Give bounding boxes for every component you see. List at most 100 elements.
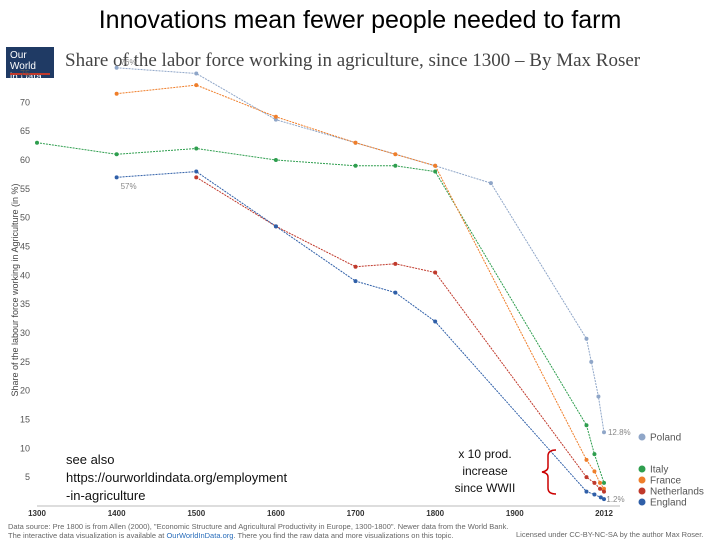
data-point-england: [598, 495, 603, 500]
data-point-poland: [194, 71, 199, 76]
data-point-italy: [353, 163, 358, 168]
y-tick-label: 15: [20, 415, 30, 425]
data-point-england: [353, 279, 358, 284]
data-label: 57%: [121, 182, 137, 191]
data-point-netherlands: [194, 175, 199, 180]
data-point-england: [393, 290, 398, 295]
data-point-netherlands: [602, 489, 606, 494]
note-link-line-2[interactable]: https://ourworldindata.org/employment: [66, 470, 288, 485]
data-point-italy: [393, 163, 398, 168]
series-line-france: [116, 84, 605, 489]
data-point-england: [194, 169, 199, 174]
footer-license: Licensed under CC-BY-NC-SA by the author…: [516, 530, 703, 539]
y-tick-label: 25: [20, 357, 30, 367]
data-point-poland: [589, 359, 594, 364]
data-point-italy: [433, 169, 438, 174]
data-point-italy: [592, 452, 597, 457]
data-point-netherlands: [598, 486, 603, 491]
x-tick-label: 1300: [28, 509, 46, 518]
legend-marker-netherlands: [638, 487, 646, 495]
data-point-poland: [488, 181, 493, 186]
logo-underline: [10, 73, 50, 75]
our-world-in-data-logo: Our World in Data: [6, 47, 54, 83]
data-label: 76%: [121, 58, 137, 67]
footer-owid-link[interactable]: OurWorldInData.org: [166, 531, 234, 540]
data-point-italy: [35, 140, 39, 145]
data-point-netherlands: [393, 261, 398, 266]
annotation-bracket: [541, 449, 557, 495]
x-tick-label: 1600: [267, 509, 285, 518]
productivity-annotation: x 10 prod. increase since WWII: [440, 446, 530, 497]
data-point-poland: [602, 430, 606, 435]
footer-license-link[interactable]: CC-BY-NC-SA: [569, 530, 618, 539]
series-line-poland: [116, 67, 605, 433]
data-point-england: [114, 175, 119, 180]
series-line-italy: [36, 142, 605, 484]
data-point-england: [592, 492, 597, 497]
x-axis-ticks: 1300 1400 1500 1600 1700 1800 1900 2012: [28, 509, 613, 518]
x-tick-label: 1500: [187, 509, 205, 518]
data-label: 1.2%: [606, 495, 624, 504]
series-line-england: [116, 171, 605, 500]
y-tick-label: 55: [20, 184, 30, 194]
y-tick-label: 75: [20, 69, 30, 79]
legend-marker-england: [638, 498, 646, 506]
y-tick-label: 70: [20, 97, 30, 107]
data-point-poland: [114, 65, 119, 70]
x-tick-label: 2012: [595, 509, 613, 518]
y-tick-label: 50: [20, 213, 30, 223]
see-also-note: see also https://ourworldindata.org/empl…: [66, 451, 287, 505]
chart-title: Share of the labor force working in agri…: [65, 50, 641, 71]
chart-footer: Data source: Pre 1800 is from Allen (200…: [8, 522, 508, 540]
footer-source: Data source: Pre 1800 is from Allen (200…: [8, 522, 509, 531]
legend-label-france: France: [650, 476, 682, 487]
data-labels-layer: 76% 57% 12.8% 1.2%: [121, 58, 631, 504]
data-point-england: [602, 497, 606, 502]
data-point-england: [433, 319, 438, 324]
y-tick-label: 60: [20, 155, 30, 165]
footer-interactive-suffix: . There you find the raw data and more v…: [233, 531, 454, 540]
series-line-netherlands: [196, 176, 605, 493]
data-point-france: [602, 486, 606, 491]
annotation-line-2: increase: [462, 464, 508, 478]
data-point-netherlands: [592, 480, 597, 485]
legend-marker-poland: [638, 433, 646, 441]
y-axis-ticks: 5 10 15 20 25 30 35 40 45 50 55 60 65 70 75: [20, 69, 30, 483]
note-line-1: see also: [66, 452, 115, 467]
y-tick-label: 35: [20, 299, 30, 309]
data-point-france: [393, 152, 398, 157]
data-point-france: [584, 457, 589, 462]
slide-title: Innovations mean fewer people needed to …: [98, 6, 622, 34]
data-point-france: [273, 114, 278, 119]
y-tick-label: 45: [20, 242, 30, 252]
annotation-line-3: since WWII: [454, 481, 516, 495]
y-tick-label: 5: [25, 472, 30, 482]
note-link-line-3[interactable]: -in-agriculture: [66, 488, 146, 503]
legend-label-netherlands: Netherlands: [650, 487, 704, 498]
data-point-italy: [602, 480, 606, 485]
series-layer: [35, 65, 606, 502]
logo-line-2: in Data: [10, 72, 42, 83]
data-point-france: [114, 91, 119, 96]
x-tick-label: 1800: [426, 509, 444, 518]
data-point-france: [592, 469, 597, 474]
x-tick-label: 1700: [347, 509, 365, 518]
data-point-france: [598, 480, 603, 485]
footer-interactive: The interactive data visualization is av…: [8, 531, 508, 540]
y-tick-label: 65: [20, 126, 30, 136]
legend-label-poland: Poland: [650, 433, 681, 444]
data-point-england: [584, 489, 589, 494]
data-point-italy: [194, 146, 199, 151]
data-point-italy: [584, 423, 589, 428]
legend-label-italy: Italy: [650, 465, 668, 476]
x-tick-label: 1400: [108, 509, 126, 518]
y-tick-label: 10: [20, 443, 30, 453]
data-point-england: [273, 224, 278, 229]
data-point-france: [353, 140, 358, 145]
data-point-france: [433, 163, 438, 168]
footer-interactive-prefix: The interactive data visualization is av…: [8, 531, 165, 540]
annotation-line-1: x 10 prod.: [458, 447, 512, 461]
data-point-france: [194, 83, 199, 88]
y-axis-label: Share of the labour force working in Agr…: [10, 183, 20, 396]
